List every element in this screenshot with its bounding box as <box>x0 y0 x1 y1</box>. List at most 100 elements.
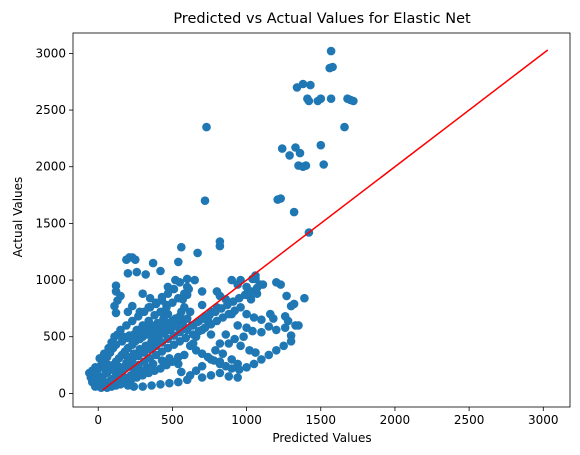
data-point <box>349 96 358 106</box>
data-point <box>279 341 289 351</box>
data-point <box>326 46 336 56</box>
data-point <box>340 122 349 132</box>
data-point <box>276 194 286 203</box>
data-point <box>116 325 125 335</box>
data-point <box>159 314 168 323</box>
data-point <box>258 280 268 289</box>
data-point <box>129 349 139 359</box>
data-point <box>257 355 266 364</box>
data-point <box>139 307 149 317</box>
data-point <box>123 307 133 317</box>
data-point <box>306 80 315 90</box>
data-point <box>316 140 326 150</box>
data-point <box>174 352 183 362</box>
data-point <box>174 257 183 267</box>
x-tick-label: 2500 <box>454 413 485 427</box>
data-point <box>249 313 259 322</box>
data-point <box>125 331 134 340</box>
plot-frame <box>72 32 571 408</box>
x-tick-label: 3000 <box>528 413 559 427</box>
data-point <box>92 368 101 378</box>
data-point <box>282 291 291 301</box>
data-point <box>175 278 185 287</box>
data-point <box>233 321 242 330</box>
data-point <box>242 323 251 333</box>
data-point <box>185 341 195 351</box>
data-point <box>144 316 153 326</box>
data-point <box>156 380 165 389</box>
data-point <box>319 160 329 169</box>
data-point <box>236 341 245 351</box>
data-point <box>251 271 260 280</box>
data-point <box>117 378 127 388</box>
y-tick-label: 3000 <box>35 46 66 60</box>
data-point <box>272 346 281 355</box>
data-point <box>276 280 286 289</box>
data-point <box>174 293 183 303</box>
data-point <box>131 255 140 264</box>
data-point <box>277 144 287 153</box>
y-tick-label: 2000 <box>35 160 66 174</box>
data-point <box>190 275 199 285</box>
data-point <box>289 299 299 309</box>
data-point <box>142 341 152 351</box>
data-point <box>215 339 225 348</box>
data-point <box>182 375 192 385</box>
data-point <box>221 330 231 339</box>
data-point <box>128 316 137 326</box>
data-point <box>264 322 274 331</box>
data-point <box>215 241 225 251</box>
plot-area: 0 500 1000 1500 2000 2500 3000 0 500 1000 1500 2000… <box>35 32 571 427</box>
data-point <box>251 348 260 357</box>
data-point <box>156 266 165 276</box>
data-point <box>89 378 99 388</box>
data-point <box>295 148 305 158</box>
data-point <box>147 381 156 390</box>
reference-line <box>102 49 549 391</box>
data-point <box>138 289 147 299</box>
data-point <box>233 280 242 289</box>
data-point <box>169 284 179 294</box>
data-point <box>122 255 131 264</box>
data-point <box>326 94 336 103</box>
data-point <box>123 269 133 278</box>
data-point <box>197 300 207 310</box>
data-point <box>227 355 236 364</box>
data-point <box>257 315 266 325</box>
data-point <box>151 298 161 308</box>
data-point <box>328 62 337 72</box>
data-point <box>242 309 251 319</box>
data-point <box>202 122 211 132</box>
chart-title: Predicted vs Actual Values for Elastic N… <box>173 11 471 27</box>
data-point <box>145 303 155 312</box>
data-point <box>197 361 207 371</box>
data-point <box>294 321 303 330</box>
data-point <box>227 275 236 285</box>
data-point <box>156 307 165 317</box>
data-point <box>257 327 266 337</box>
data-point <box>224 372 234 381</box>
data-point <box>181 333 191 343</box>
x-tick-label: 1500 <box>305 413 336 427</box>
data-point <box>206 330 216 339</box>
data-point <box>132 267 142 277</box>
data-point <box>227 364 236 373</box>
data-point <box>280 323 290 333</box>
data-point <box>165 378 174 388</box>
data-point <box>168 298 177 308</box>
data-point <box>193 248 202 258</box>
x-tick-label: 0 <box>94 413 102 427</box>
data-point <box>242 363 251 372</box>
data-point <box>197 287 207 296</box>
data-point <box>174 377 183 387</box>
data-points <box>85 46 358 393</box>
data-point <box>191 366 201 376</box>
data-point <box>211 346 220 355</box>
data-point <box>230 334 239 344</box>
data-point <box>272 325 281 335</box>
data-point <box>132 325 142 335</box>
data-point <box>286 337 296 346</box>
data-point <box>141 270 150 279</box>
